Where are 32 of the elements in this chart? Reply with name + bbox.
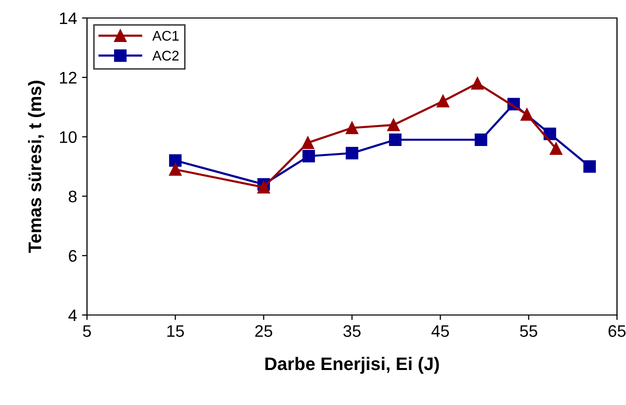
point (436, 94, 450, 108)
point (169, 154, 182, 167)
point (550, 142, 562, 155)
x-tick-label: 45 (431, 325, 449, 337)
x-tick-label: 55 (520, 325, 538, 337)
point (302, 150, 315, 162)
x-axis-title: Darbe Enerjisi, Ei (J) (265, 356, 439, 374)
x-tick-label: 25 (255, 325, 272, 337)
y-tick-label: 14 (60, 12, 77, 24)
legend-label: AC2 (152, 50, 179, 61)
y-tick-label: 6 (68, 250, 77, 262)
point (257, 181, 270, 194)
point (302, 136, 314, 149)
x-tick-label: 15 (167, 325, 184, 337)
point (387, 118, 400, 132)
x-tick-label: 65 (608, 325, 626, 337)
y-tick-label: 4 (68, 310, 77, 322)
point (169, 163, 182, 176)
point (520, 108, 534, 121)
legend-label: AC1 (152, 30, 179, 41)
y-axis-title: Temas süresi, t (ms) (28, 80, 45, 253)
point (389, 134, 402, 146)
y-tick-label: 12 (60, 72, 76, 84)
point (346, 122, 358, 134)
point (346, 146, 358, 160)
point (471, 77, 484, 90)
point (583, 160, 596, 173)
x-tick-label: 5 (83, 325, 91, 337)
y-tick-label: 8 (68, 190, 77, 202)
y-tick-label: 10 (60, 131, 77, 144)
x-tick-label: 35 (343, 325, 361, 337)
point (474, 134, 488, 146)
